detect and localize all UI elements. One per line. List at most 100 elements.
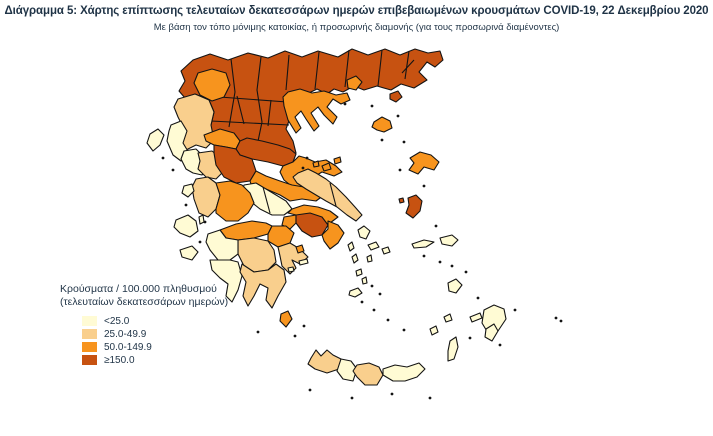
region-andros [357, 225, 371, 240]
islet-speck-islet [198, 240, 202, 244]
region-sifnos [361, 276, 368, 285]
border-inner-border-9 [210, 120, 290, 126]
region-kea [347, 241, 355, 252]
region-kythira [279, 310, 293, 328]
islet-speck-islet [343, 102, 347, 106]
region-kefalonia [173, 214, 199, 238]
islet-speck-islet [360, 300, 364, 304]
islet-speck-islet [402, 140, 406, 144]
region-samos [439, 234, 459, 247]
islet-speck-islet [203, 220, 207, 224]
islet-speck-islet [370, 104, 374, 108]
region-chalkidiki [282, 88, 351, 134]
legend-item-label: <25.0 [104, 315, 130, 327]
border-inner-border-12 [267, 99, 272, 127]
region-achaia [219, 220, 273, 241]
region-paros [447, 278, 463, 294]
region-samothrace [389, 90, 403, 103]
legend-item-ge150: ≥150.0 [82, 354, 228, 366]
border-inner-border-11 [236, 95, 245, 125]
border-inner-border-14 [329, 182, 337, 207]
region-mykonos [381, 246, 391, 255]
islet-speck-islet [402, 328, 406, 332]
legend-swatch-icon [82, 316, 97, 326]
figure-title: Διάγραμμα 5: Χάρτης επίπτωσης τελευταίων… [4, 5, 709, 17]
islet-speck-islet [256, 330, 260, 334]
region-crete-chania [307, 349, 342, 374]
border-inner-border-2 [256, 56, 263, 147]
islet-speck-islet [559, 319, 563, 323]
legend-swatch-icon [82, 355, 97, 365]
border-inner-border-7 [404, 50, 410, 80]
legend-title-line2: (τελευταίων δεκατεσσάρων ημερών) [60, 296, 229, 308]
legend-item-50-149: 50.0-149.9 [82, 341, 228, 353]
islet-speck-islet [370, 284, 374, 288]
islet-speck-islet [305, 156, 309, 160]
region-kythnos [351, 253, 359, 264]
islet-speck-islet [422, 184, 426, 188]
region-ileia [205, 229, 239, 261]
region-psara [398, 197, 405, 204]
region-hydra [298, 258, 309, 266]
region-arcadia [237, 237, 277, 273]
region-lesvos [408, 151, 440, 175]
region-amorgos [469, 312, 483, 323]
legend-item-label: 25.0-49.9 [104, 328, 147, 340]
islet-speck-islet [161, 156, 165, 160]
region-ios [443, 313, 453, 323]
legend-items: <25.0 25.0-49.9 50.0-149.9 ≥150.0 [60, 315, 228, 366]
region-santorini [429, 325, 439, 336]
islet-speck-islet [396, 114, 400, 118]
legend-swatch-icon [82, 342, 97, 352]
region-skiathos [312, 160, 320, 168]
islet-speck-islet [476, 296, 480, 300]
figure-subtitle: Με βάση τον τόπο μόνιμης κατοικίας, ή πρ… [153, 22, 560, 33]
islet-speck-islet [390, 392, 394, 396]
region-rhodes [484, 323, 499, 342]
legend-title-line1: Κρούσματα / 100.000 πληθυσμού [60, 283, 217, 295]
legend-swatch-icon [82, 329, 97, 339]
islet-speck-islet [438, 260, 442, 264]
region-zakynthos [179, 245, 199, 261]
islet-speck-islet [350, 396, 354, 400]
region-thasos [346, 75, 363, 91]
islet-speck-islet [380, 138, 384, 142]
region-evia [292, 168, 363, 222]
region-lemnos [371, 116, 393, 133]
legend-item-label: 50.0-149.9 [104, 341, 152, 353]
region-lefkada [181, 183, 195, 198]
border-inner-border-1 [228, 58, 236, 128]
islet-speck-islet [378, 292, 382, 296]
islet-speck-islet [184, 203, 188, 207]
legend: Κρούσματα / 100.000 πληθυσμού (τελευταίω… [60, 283, 228, 367]
islet-speck-islet [434, 224, 438, 228]
islet-speck-islet [428, 396, 432, 400]
islet-speck-islet [398, 168, 402, 172]
region-crete-rethymno [336, 358, 358, 382]
region-karpathos [447, 336, 459, 362]
border-inner-border-3 [285, 54, 290, 91]
region-crete-heraklion [352, 362, 384, 386]
islet-speck-islet [554, 316, 558, 320]
border-inner-border-6 [377, 49, 383, 87]
islet-speck-islet [293, 334, 297, 338]
region-kastoria [193, 68, 231, 102]
region-aegina [295, 244, 305, 254]
region-milos [348, 287, 363, 298]
islet-speck-islet [171, 168, 175, 172]
region-skopelos [321, 162, 332, 172]
region-aetolia-east [215, 180, 255, 222]
region-aetolia-west [191, 176, 221, 218]
islet-speck-islet [450, 264, 454, 268]
region-spetses [287, 266, 295, 273]
region-alonissos [333, 156, 342, 165]
region-syros [366, 254, 373, 263]
islet-speck-islet [308, 388, 312, 392]
border-inner-border-5 [344, 49, 350, 88]
region-corfu [146, 128, 165, 152]
legend-item-label: ≥150.0 [104, 354, 135, 366]
legend-item-25-49: 25.0-49.9 [82, 328, 228, 340]
region-serifos [355, 268, 363, 277]
